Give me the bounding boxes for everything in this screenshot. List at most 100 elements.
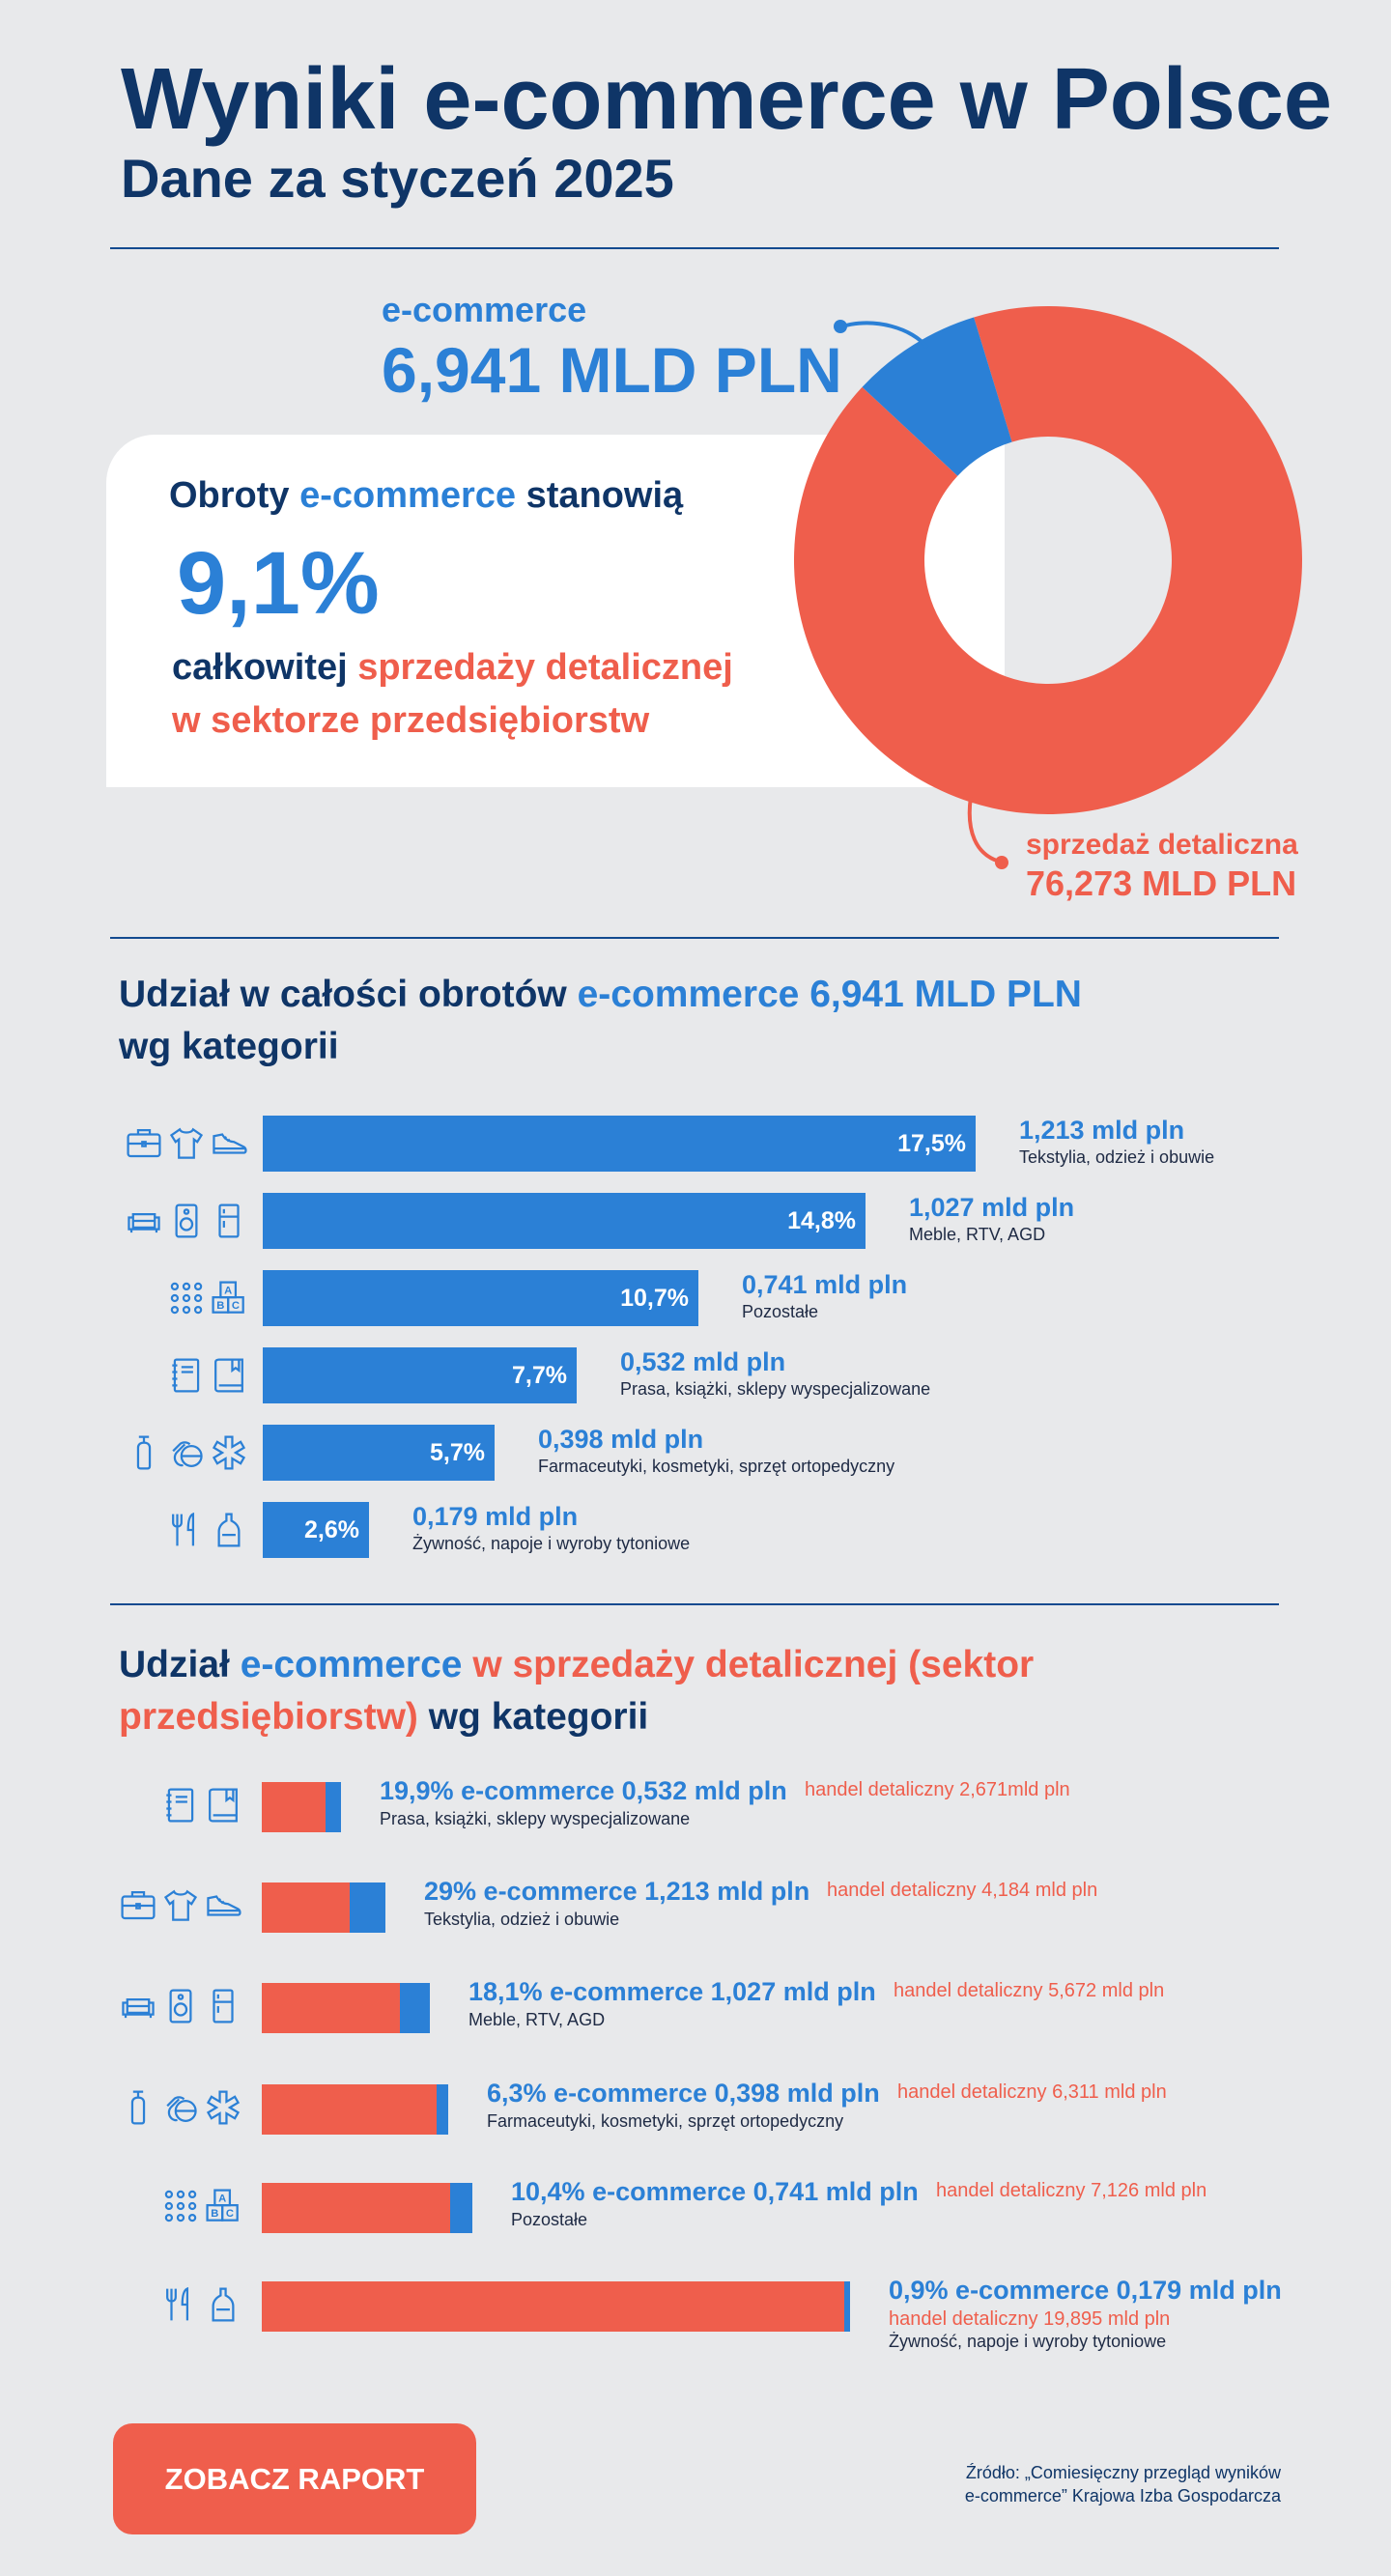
ecommerce-value: e-commerce 0,179 mld pln — [955, 2276, 1282, 2305]
category-value: 0,398 mld pln — [538, 1425, 704, 1454]
sofa-icon — [122, 1997, 155, 2019]
share-line: 6,3% e-commerce 0,398 mld pln — [487, 2079, 880, 2109]
retail-value: handel detaliczny 6,311 mld pln — [897, 2081, 1167, 2103]
ecommerce-bar — [350, 1882, 385, 1933]
share-percent: 10,4% — [511, 2177, 593, 2206]
share-percent: 6,3% — [487, 2079, 554, 2108]
source-line-1: Źródło: „Comiesięczny przegląd wyników — [965, 2463, 1281, 2482]
category-value: 1,213 mld pln — [1019, 1116, 1185, 1145]
fridge-icon — [213, 1989, 234, 2024]
share-percent: 18,1% — [468, 1977, 551, 2006]
category-label: Meble, RTV, AGD — [468, 2010, 606, 2029]
briefcase-icon — [127, 1129, 161, 1158]
share-line: 0,9% e-commerce 0,179 mld pln — [889, 2276, 1282, 2306]
dots-icon — [170, 1282, 203, 1315]
ecommerce-value: e-commerce 0,532 mld pln — [461, 1776, 787, 1805]
card-line-3: całkowitej sprzedaży detalicznej — [172, 647, 733, 689]
section2-title-part2: e-commerce — [240, 1644, 463, 1685]
category-label: Farmaceutyki, kosmetyki, sprzęt ortopedy… — [487, 2111, 844, 2131]
abc-blocks-icon: AB C — [212, 1281, 244, 1314]
bar-percent-label: 17,5% — [897, 1130, 966, 1157]
ecommerce-value: e-commerce 1,213 mld pln — [483, 1877, 810, 1906]
category-value: 1,027 mld pln — [909, 1193, 1075, 1222]
tshirt-icon — [169, 1127, 204, 1159]
card-line3-prefix: całkowitej — [172, 647, 358, 688]
category-label: Żywność, napoje i wyroby tytoniowe — [889, 2332, 1167, 2351]
bottle-icon — [136, 1435, 152, 1470]
card-prefix: Obroty — [169, 475, 300, 516]
view-report-button[interactable]: ZOBACZ RAPORT — [113, 2423, 476, 2534]
share-line: 18,1% e-commerce 1,027 mld pln — [468, 1977, 876, 2007]
bottle-icon — [130, 2090, 146, 2125]
cutlery-icon — [172, 1512, 195, 1546]
svg-text:C: C — [226, 2208, 234, 2220]
abc-blocks-icon: AB C — [206, 2189, 239, 2222]
dots-icon — [164, 2190, 197, 2222]
ecommerce-value: e-commerce 0,741 mld pln — [592, 2177, 919, 2206]
category-label: Tekstylia, odzież i obuwie — [1019, 1147, 1215, 1167]
drink-bottle-icon — [217, 1513, 241, 1547]
ecommerce-bar — [450, 2183, 472, 2233]
notebook-icon — [172, 1358, 200, 1393]
divider — [110, 937, 1279, 939]
pills-icon — [166, 2096, 197, 2122]
retail-bar — [262, 2183, 450, 2233]
retail-value: handel detaliczny 5,672 mld pln — [894, 1980, 1165, 2001]
retail-value: handel detaliczny 2,671mld pln — [805, 1779, 1070, 1800]
ecommerce-label: e-commerce — [382, 290, 587, 329]
section2-title-part3: w sprzedaży detalicznej (sektor przedsię… — [119, 1644, 1035, 1738]
category-bar — [263, 1193, 866, 1249]
retail-bar — [262, 2281, 844, 2332]
section2-title-part1: Udział — [119, 1644, 241, 1685]
speaker-icon — [175, 1203, 198, 1238]
source-note: Źródło: „Comiesięczny przegląd wyników e… — [965, 2461, 1281, 2507]
category-label: Pozostałe — [511, 2210, 588, 2229]
shoe-icon — [207, 1895, 241, 1916]
ecommerce-connector — [841, 321, 929, 350]
svg-text:B: B — [216, 1300, 224, 1312]
category-value: 0,179 mld pln — [412, 1502, 579, 1531]
page-title: Wyniki e-commerce w Polsce — [121, 51, 1332, 148]
speaker-icon — [169, 1989, 192, 2024]
share-percent: 19,9% — [380, 1776, 462, 1805]
category-label: Farmaceutyki, kosmetyki, sprzęt ortopedy… — [538, 1457, 895, 1476]
section2-title: Udział e-commerce w sprzedaży detaliczne… — [119, 1639, 1239, 1743]
retail-value: handel detaliczny 7,126 mld pln — [936, 2180, 1207, 2201]
sofa-icon — [128, 1212, 160, 1233]
book-icon — [209, 1788, 238, 1823]
divider — [110, 1603, 1279, 1605]
category-label: Tekstylia, odzież i obuwie — [424, 1910, 620, 1929]
ecommerce-value: e-commerce 1,027 mld pln — [550, 1977, 876, 2006]
donut-chart — [794, 306, 1302, 869]
svg-text:B: B — [211, 2208, 218, 2220]
section1-title-part1: Udział w całości obrotów — [119, 974, 578, 1015]
share-percent: 29% — [424, 1877, 484, 1906]
section1-title-part2: e-commerce 6,941 MLD PLN — [577, 974, 1082, 1015]
section1-title-part3: wg kategorii — [119, 1026, 339, 1067]
retail-bar — [262, 1983, 400, 2033]
ecommerce-value: 6,941 MLD PLN — [382, 334, 842, 406]
category-label: Żywność, napoje i wyroby tytoniowe — [412, 1534, 691, 1553]
medical-star-icon — [212, 1435, 246, 1470]
retail-slice — [794, 306, 1302, 815]
medical-star-icon — [206, 2090, 241, 2125]
bar-percent-label: 14,8% — [787, 1207, 856, 1234]
section2-title-part4: wg kategorii — [417, 1696, 649, 1738]
pills-icon — [172, 1441, 203, 1467]
bar-percent-label: 10,7% — [620, 1285, 689, 1312]
category-bar — [263, 1347, 577, 1403]
bar-percent-label: 2,6% — [304, 1516, 359, 1543]
card-line-1: Obroty e-commerce stanowią — [169, 475, 683, 517]
briefcase-icon — [121, 1891, 156, 1920]
retail-value: handel detaliczny 19,895 mld pln — [889, 2308, 1171, 2330]
retail-bar — [262, 1782, 326, 1832]
ecommerce-bar — [400, 1983, 430, 2033]
retail-connector — [967, 796, 1001, 863]
ecommerce-bar — [844, 2281, 850, 2332]
fridge-icon — [218, 1203, 240, 1238]
tshirt-icon — [163, 1889, 198, 1921]
notebook-icon — [166, 1788, 194, 1823]
divider — [110, 247, 1279, 249]
category-value: 0,741 mld pln — [742, 1270, 908, 1299]
share-line: 19,9% e-commerce 0,532 mld pln — [380, 1776, 787, 1806]
